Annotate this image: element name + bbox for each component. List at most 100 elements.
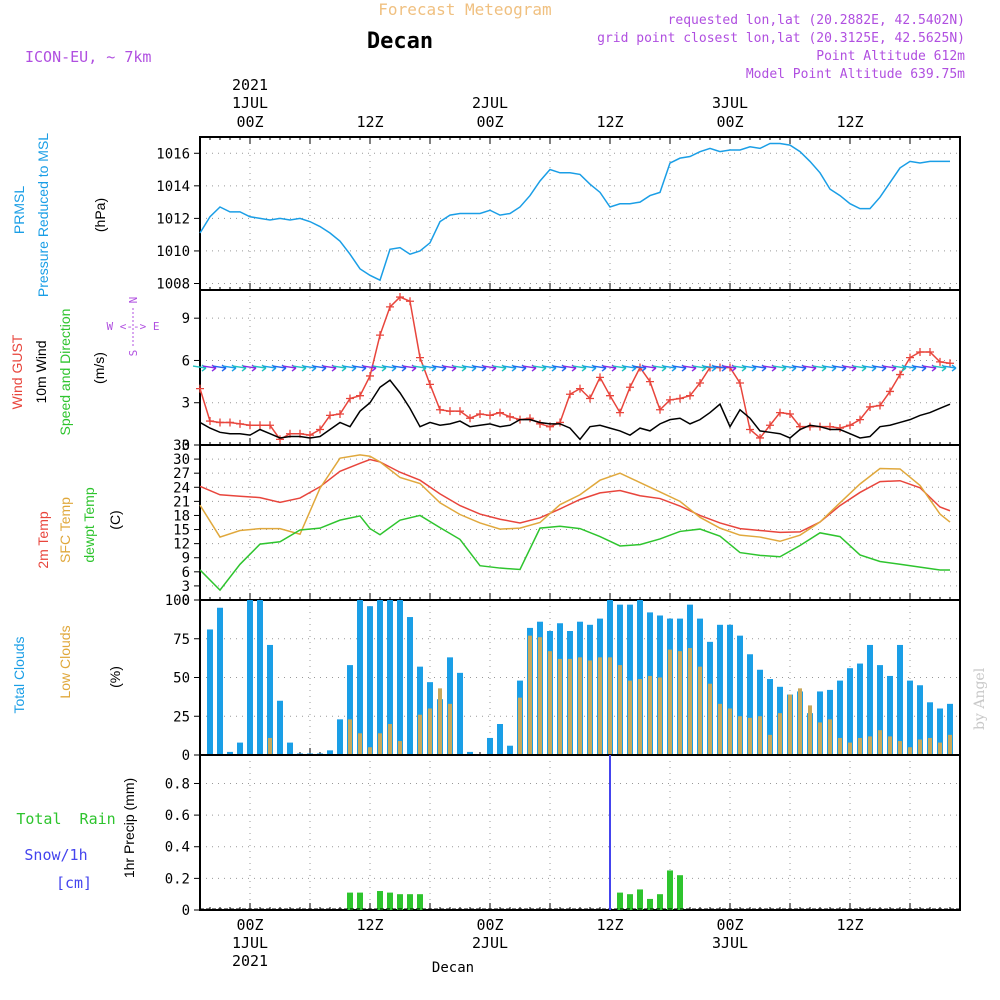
gust-marker	[666, 395, 674, 404]
low-cloud-bar	[758, 716, 762, 754]
total-cloud-bar	[407, 617, 413, 754]
bottom-time-label: 3JUL	[712, 934, 748, 952]
gust-marker	[466, 414, 474, 423]
ytick-label: 1010	[156, 244, 190, 260]
gust-marker	[876, 401, 884, 410]
low-cloud-bar	[808, 705, 812, 754]
ytick-label: 1014	[156, 179, 190, 195]
bottom-time-label: 12Z	[356, 916, 383, 934]
gust-marker	[486, 411, 494, 420]
gust-marker	[266, 421, 274, 430]
low-cloud-bar	[798, 688, 802, 754]
low-cloud-bar	[718, 703, 722, 754]
rain-bar	[627, 894, 633, 910]
total-cloud-bar	[927, 702, 933, 754]
panel-frame	[199, 754, 961, 911]
total-cloud-bar	[227, 751, 233, 754]
gust-marker	[386, 302, 394, 311]
total-cloud-bar	[637, 600, 643, 754]
meteogram-supertitle: Forecast Meteogram	[378, 0, 551, 19]
gust-marker	[786, 410, 794, 418]
low-cloud-bar	[818, 722, 822, 754]
low-cloud-bar	[898, 741, 902, 754]
wind-compass-n: N	[127, 297, 140, 304]
ytick-label: 0	[182, 593, 190, 609]
ytick-label: 100	[165, 593, 190, 609]
total-cloud-bar	[327, 750, 333, 754]
ytick-label: 9	[182, 551, 190, 567]
total-cloud-bar	[837, 680, 843, 754]
top-time-label: 1JUL	[232, 94, 268, 112]
low-cloud-bar	[938, 742, 942, 754]
total-cloud-bar	[347, 665, 353, 754]
ytick-label: 0.8	[165, 776, 190, 792]
cloud-label-1: Total Clouds	[11, 636, 27, 713]
gust-marker	[426, 380, 434, 389]
rain-bar	[397, 894, 403, 910]
total-cloud-bar	[887, 675, 893, 754]
pressure-line	[199, 142, 950, 282]
low-cloud-bar	[438, 688, 442, 754]
rain-bar	[407, 894, 413, 910]
top-time-label: 00Z	[716, 113, 743, 131]
gust-marker	[526, 414, 534, 423]
ytick-label: 12	[173, 537, 190, 553]
gust-marker	[316, 425, 324, 434]
top-time-label: 2021	[232, 76, 268, 94]
gust-marker	[676, 394, 684, 403]
gust-marker	[846, 421, 854, 430]
top-time-label: 00Z	[236, 113, 263, 131]
pressure-label-2: Pressure Reduced to MSL	[35, 133, 51, 297]
low-cloud-bar	[658, 677, 662, 754]
cloud-label-2: Low Clouds	[57, 625, 73, 698]
total-cloud-bar	[877, 665, 883, 754]
gust-marker	[406, 297, 414, 306]
top-time-label: 3JUL	[712, 94, 748, 112]
gust-line	[199, 296, 951, 441]
gust-marker	[236, 419, 244, 428]
bottom-time-label: 12Z	[836, 916, 863, 934]
panel-wind: 0 3 6 9	[182, 290, 961, 454]
low-cloud-bar	[628, 680, 632, 754]
temp-unit: (C)	[107, 510, 123, 529]
ytick-label: 21	[173, 494, 190, 510]
low-cloud-bar	[688, 648, 692, 754]
gust-marker	[246, 421, 254, 430]
gust-marker	[416, 353, 424, 362]
low-cloud-bar	[558, 658, 562, 754]
low-cloud-bar	[828, 719, 832, 754]
low-cloud-bar	[918, 739, 922, 754]
low-cloud-bar	[738, 716, 742, 754]
total-cloud-bar	[317, 753, 323, 754]
gust-marker	[336, 410, 344, 418]
bottom-time-label: 12Z	[596, 916, 623, 934]
low-cloud-bar	[928, 737, 932, 754]
gridpoint-coords: grid point closest lon,lat (20.3125E, 42…	[597, 31, 965, 46]
gust-marker	[836, 424, 844, 433]
total-cloud-bar	[847, 668, 853, 754]
gust-marker	[446, 407, 454, 416]
location-title: Decan	[367, 29, 433, 54]
low-cloud-bar	[268, 737, 272, 754]
low-cloud-bar	[568, 658, 572, 754]
gust-marker	[736, 379, 744, 387]
total-cloud-bar	[467, 751, 473, 754]
rain-bar	[677, 875, 683, 910]
ytick-label: 75	[173, 632, 190, 648]
low-cloud-bar	[608, 657, 612, 754]
sfc-temp-line	[199, 454, 951, 543]
gust-marker	[576, 384, 584, 393]
low-cloud-bar	[418, 714, 422, 754]
temp-label-3: dewpt Temp	[81, 487, 97, 562]
plot-layer: 1008101010121014101603690369121518212427…	[156, 76, 961, 970]
total-cloud-bar	[237, 742, 243, 754]
precip-panel-labels: Total Rain Snow/1h [cm] 1hr Precip (mm)	[16, 778, 137, 892]
total-cloud-bar	[867, 644, 873, 754]
bottom-time-label: 1JUL	[232, 934, 268, 952]
total-cloud-bar	[917, 685, 923, 754]
ytick-label: 27	[173, 466, 190, 482]
low-cloud-bar	[948, 734, 952, 754]
cloud-panel-labels: Total Clouds Low Clouds (%)	[11, 625, 123, 713]
